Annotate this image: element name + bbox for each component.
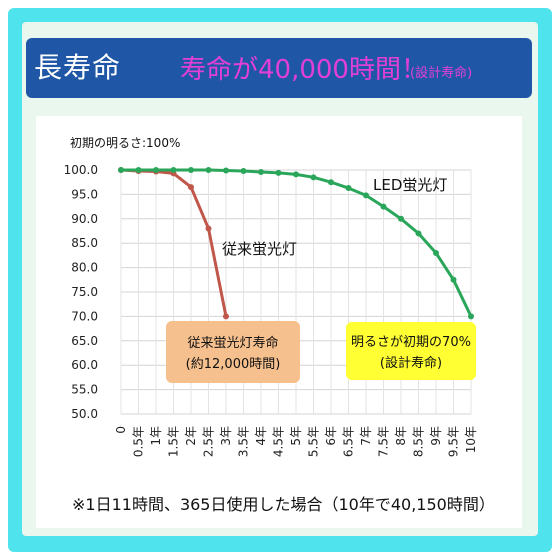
led-point xyxy=(240,167,247,174)
series-led xyxy=(118,167,474,320)
y-tick-label: 50.0 xyxy=(71,407,98,421)
y-tick-label: 55.0 xyxy=(71,383,98,397)
led-point xyxy=(258,168,264,175)
footnote: ※1日11時間、365日使用した場合（10年で40,150時間） xyxy=(72,495,495,514)
led-point xyxy=(188,167,194,173)
y-tick-label: 85.0 xyxy=(71,236,98,250)
led-point xyxy=(170,167,177,173)
x-tick-label: 1.5年 xyxy=(167,426,181,457)
x-tick-label: 2.5年 xyxy=(202,426,216,457)
x-tick-label: 6.5年 xyxy=(342,426,356,457)
led-point xyxy=(275,169,282,176)
y-tick-label: 70.0 xyxy=(71,309,98,323)
x-tick-label: 2年 xyxy=(184,426,198,446)
x-tick-label: 4年 xyxy=(254,426,268,446)
led-point xyxy=(380,203,387,210)
x-tick-label: 9年 xyxy=(429,426,443,446)
y-tick-label: 65.0 xyxy=(71,334,98,348)
led-point xyxy=(415,230,422,237)
led-point xyxy=(398,215,404,222)
x-tick-label: 5.5年 xyxy=(307,426,321,457)
x-tick-label: 0.5年 xyxy=(132,426,146,457)
callout-box-orange xyxy=(166,321,300,383)
y-axis-title: 初期の明るさ:100% xyxy=(70,136,180,150)
callout-fluorescent-life: 従来蛍光灯寿命 (約12,000時間) xyxy=(166,321,300,383)
fluorescent-point xyxy=(188,184,194,191)
led-point xyxy=(118,167,124,173)
led-point xyxy=(310,174,317,181)
led-point xyxy=(223,167,229,174)
y-tick-label: 75.0 xyxy=(71,285,98,299)
x-tick-labels: 0 0.5年 1年 1.5年 2年 2.5年 3年 3.5年 4年 4.5年 5年 5.5年 6年 6.5… xyxy=(114,426,478,457)
callout-box-yellow xyxy=(346,322,476,380)
y-tick-label: 60.0 xyxy=(71,358,98,372)
x-tick-label: 0 xyxy=(114,426,128,434)
x-tick-label: 9.5年 xyxy=(447,426,461,457)
x-tick-label: 4.5年 xyxy=(272,426,286,457)
header-slogan: 寿命が40,000時間！ xyxy=(180,55,427,85)
led-point xyxy=(433,249,439,256)
callout-fluorescent-line1: 従来蛍光灯寿命 xyxy=(187,335,278,351)
led-point xyxy=(450,276,457,283)
x-tick-label: 7年 xyxy=(359,426,373,446)
header-title: 長寿命 xyxy=(34,51,122,84)
led-point xyxy=(345,185,352,192)
led-point xyxy=(328,179,334,186)
fluorescent-point xyxy=(223,313,229,320)
x-tick-label: 6年 xyxy=(324,426,338,446)
fluorescent-point xyxy=(205,225,212,232)
x-tick-label: 3年 xyxy=(219,426,233,446)
x-tick-label: 7.5年 xyxy=(377,426,391,457)
callout-fluorescent-line2: (約12,000時間) xyxy=(186,357,281,372)
x-tick-label: 8.5年 xyxy=(412,426,426,457)
x-tick-label: 10年 xyxy=(464,426,478,453)
callout-led-line1: 明るさが初期の70% xyxy=(351,335,471,350)
series-label-led: LED蛍光灯 xyxy=(373,176,447,194)
led-point xyxy=(363,192,369,199)
x-tick-label: 5年 xyxy=(289,426,303,446)
x-tick-label: 8年 xyxy=(394,426,408,446)
led-point xyxy=(468,313,474,320)
header-banner xyxy=(26,38,532,98)
led-point xyxy=(135,167,142,173)
series-label-fluorescent: 従来蛍光灯 xyxy=(222,240,297,258)
y-tick-label: 90.0 xyxy=(71,212,98,226)
callout-led-line2: (設計寿命) xyxy=(380,355,442,371)
y-tick-label: 80.0 xyxy=(71,261,98,275)
led-point xyxy=(153,167,159,173)
y-tick-label: 95.0 xyxy=(71,187,98,201)
led-point xyxy=(205,167,212,173)
led-point xyxy=(293,171,299,178)
x-tick-label: 1年 xyxy=(149,426,163,446)
y-tick-label: 100.0 xyxy=(64,163,98,177)
y-tick-labels: 50.0 55.0 60.0 65.0 70.0 75.0 80.0 85.0 90.0 95.0… xyxy=(64,163,98,421)
x-tick-label: 3.5年 xyxy=(237,426,251,457)
callout-led-life: 明るさが初期の70% (設計寿命) xyxy=(346,322,476,380)
header-note: (設計寿命) xyxy=(410,66,473,81)
